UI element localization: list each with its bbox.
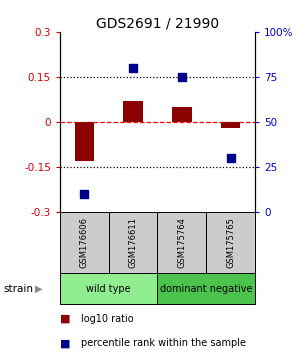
Title: GDS2691 / 21990: GDS2691 / 21990 (96, 17, 219, 31)
Text: GSM175764: GSM175764 (177, 217, 186, 268)
Bar (123, 101, 143, 122)
Bar (221, 122, 240, 128)
Point (131, 65, 136, 71)
Point (179, 74, 184, 80)
Text: GSM176606: GSM176606 (80, 217, 89, 268)
Text: dominant negative: dominant negative (160, 284, 253, 293)
Text: wild type: wild type (86, 284, 131, 293)
Text: log10 ratio: log10 ratio (81, 314, 134, 324)
Text: percentile rank within the sample: percentile rank within the sample (81, 338, 246, 348)
Text: ▶: ▶ (35, 284, 43, 293)
Text: strain: strain (3, 284, 33, 293)
Bar (172, 107, 192, 122)
Point (82, 192, 87, 197)
Text: GSM176611: GSM176611 (129, 217, 138, 268)
Bar (75, 122, 94, 161)
Text: GSM175765: GSM175765 (226, 217, 235, 268)
Text: ■: ■ (60, 314, 70, 324)
Text: ■: ■ (60, 338, 70, 348)
Point (228, 155, 233, 161)
